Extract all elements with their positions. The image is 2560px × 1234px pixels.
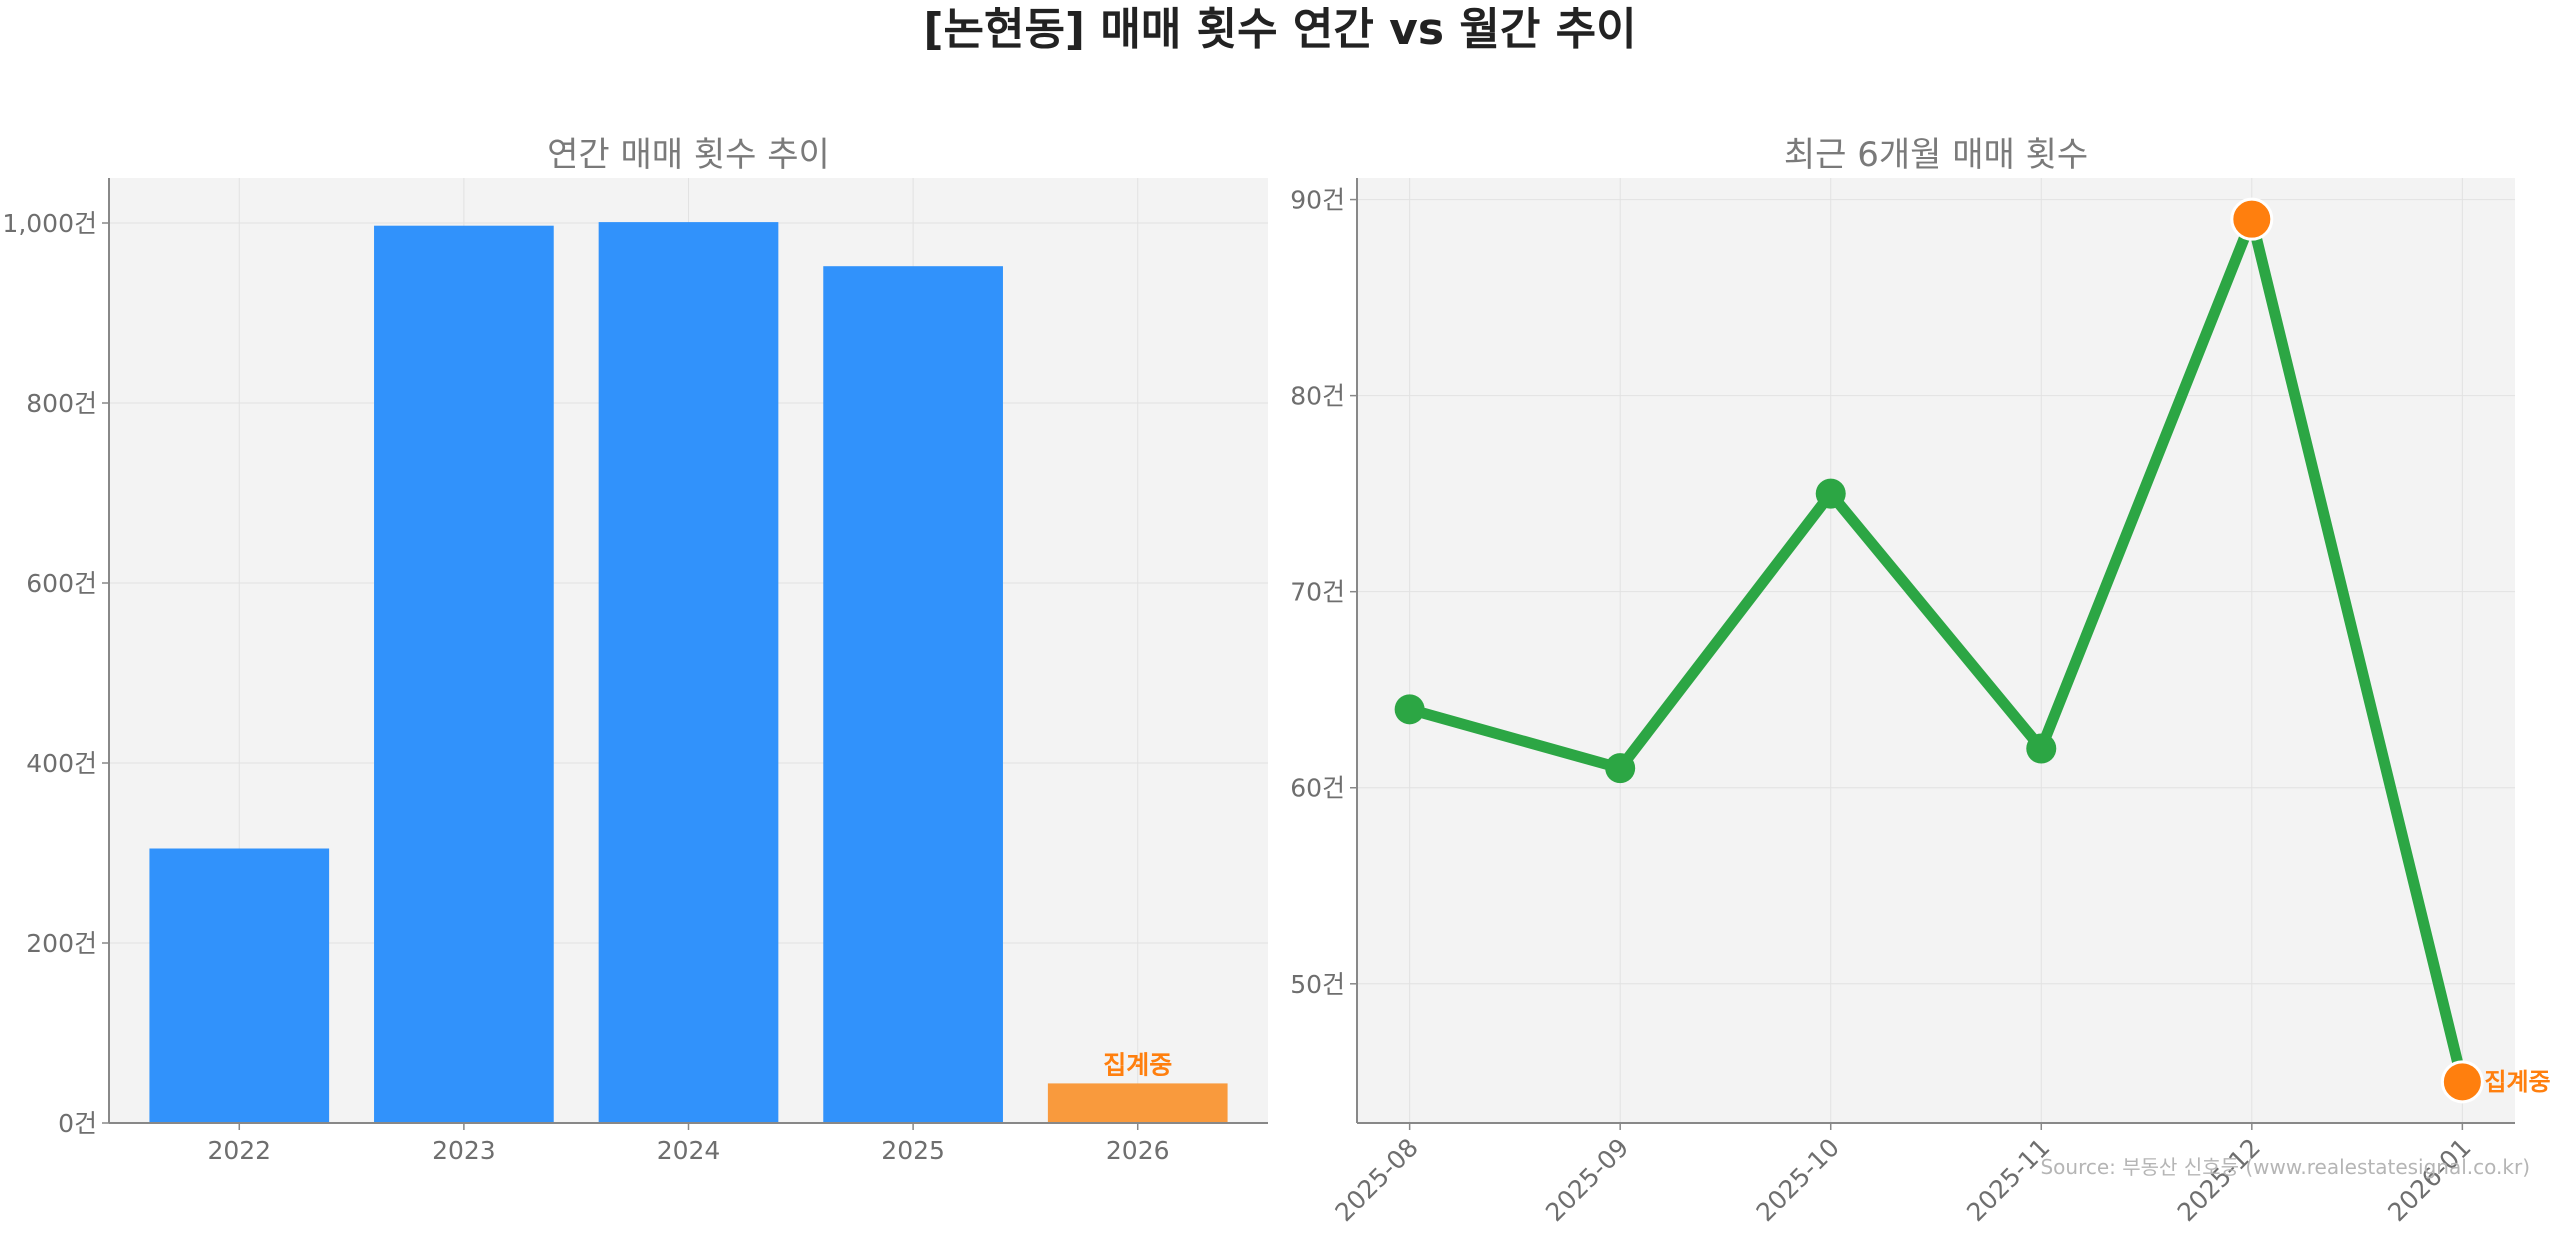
y-tick-label: 70건 — [1290, 578, 1345, 607]
annual-bar-chart: 0건 200건 400건 600건 800건 1,000건 2022 2023 2024 2025… — [2, 135, 1268, 1165]
bar-2026 — [1047, 1083, 1228, 1123]
y-tick-label: 80건 — [1290, 382, 1345, 411]
y-tick-label: 90건 — [1290, 186, 1345, 215]
chart-title: 최근 6개월 매매 횟수 — [1784, 135, 2088, 175]
x-tick-label: 2025-08 — [1330, 1133, 1424, 1227]
x-tick-label: 2022 — [207, 1136, 271, 1165]
data-point-2025-08 — [1394, 694, 1425, 725]
y-tick-label: 200건 — [26, 929, 97, 958]
bar-2024 — [598, 222, 779, 1124]
bar-2022 — [149, 848, 330, 1123]
data-point-2025-10 — [1815, 478, 1846, 509]
x-tick-label: 2026 — [1106, 1136, 1170, 1165]
series-line — [1404, 213, 2468, 1088]
plot-area — [1357, 178, 2515, 1123]
x-tick-label: 2024 — [657, 1136, 721, 1165]
x-tick-label: 2025-11 — [1961, 1133, 2055, 1227]
y-tick-label: 400건 — [26, 749, 97, 778]
x-tick-label: 2025-09 — [1540, 1133, 1634, 1227]
figure-title: [논현동] 매매 횟수 연간 vs 월간 추이 — [923, 4, 1636, 55]
x-tick-label: 2026-01 — [2382, 1133, 2476, 1227]
y-tick-label: 0건 — [58, 1109, 97, 1138]
x-tick-label: 2025 — [881, 1136, 945, 1165]
partial-month-annotation: 집계중 — [2484, 1068, 2550, 1096]
bar-2025 — [823, 266, 1003, 1123]
partial-year-annotation: 집계중 — [1103, 1050, 1172, 1079]
y-tick-label: 60건 — [1290, 774, 1345, 803]
data-point-2025-11 — [2026, 733, 2057, 764]
data-point-2025-09 — [1605, 753, 1636, 784]
monthly-line-chart: 50건 60건 70건 80건 90건 2025-08 2025-09 2025-10 2025… — [1290, 135, 2550, 1227]
y-tick-label: 600건 — [26, 569, 97, 598]
x-tick-label: 2023 — [432, 1136, 496, 1165]
chart-title: 연간 매매 횟수 추이 — [547, 135, 830, 175]
source-label: Source: 부동산 신호등 (www.realestatesignal.co… — [2040, 1155, 2530, 1179]
y-tick-label: 50건 — [1290, 970, 1345, 999]
data-point-2025-12 — [2230, 197, 2274, 241]
x-tick-label: 2025-10 — [1751, 1133, 1845, 1227]
y-tick-label: 1,000건 — [2, 209, 97, 238]
bar-2023 — [374, 225, 554, 1123]
x-tick-label: 2025-12 — [2172, 1133, 2266, 1227]
y-tick-label: 800건 — [26, 389, 97, 418]
data-point-2026-01 — [2440, 1060, 2484, 1104]
